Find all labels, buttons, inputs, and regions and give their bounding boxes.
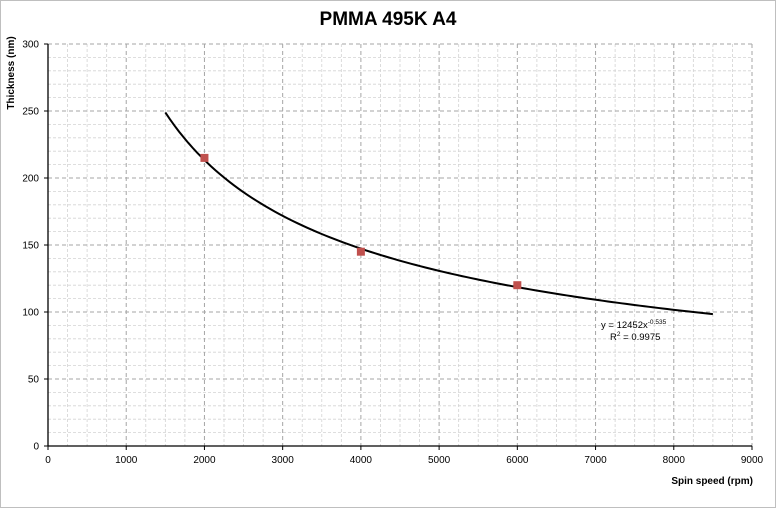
y-tick-label: 0 [33,442,39,453]
r-squared-value: = 0.9975 [621,332,661,343]
r-squared-prefix: R [610,332,617,343]
axes [44,43,753,450]
x-tick-label: 3000 [272,455,295,466]
y-tick-label: 50 [28,375,40,386]
chart-title: PMMA 495K A4 [319,9,457,30]
y-tick-label: 100 [22,308,39,319]
x-tick-label: 2000 [193,455,216,466]
y-axis-title: Thickness (nm) [6,36,17,109]
x-tick-label: 1000 [115,455,138,466]
y-tick-labels: 0 50 100 150 200 250 300 [22,40,39,453]
x-tick-labels: 0 1000 2000 3000 4000 5000 6000 7000 8000 9000 [45,455,763,466]
data-points [200,153,522,290]
r-squared-power: 2 [617,331,621,338]
svg-text:y = 12452x-0.535: y = 12452x-0.535 [601,319,667,331]
y-tick-label: 300 [22,40,39,51]
x-tick-label: 7000 [584,455,607,466]
data-point [356,247,365,256]
x-tick-label: 0 [45,455,51,466]
equation-base: y = 12452x [601,320,648,331]
y-tick-label: 200 [22,174,39,185]
data-point [200,153,209,162]
svg-text:R2 = 0.9975: R2 = 0.9975 [610,331,660,343]
power-trendline [164,111,713,316]
y-tick-label: 250 [22,107,39,118]
y-tick-label: 150 [22,241,39,252]
grid-lines [48,43,753,446]
x-tick-label: 5000 [428,455,451,466]
x-tick-label: 8000 [663,455,686,466]
trendline-equation: y = 12452x-0.535 R2 = 0.9975 [601,319,667,343]
data-point [513,281,522,290]
x-tick-label: 9000 [741,455,764,466]
equation-exponent: -0.535 [648,319,667,326]
x-tick-label: 6000 [506,455,529,466]
x-tick-label: 4000 [350,455,373,466]
x-axis-title: Spin speed (rpm) [671,476,753,487]
